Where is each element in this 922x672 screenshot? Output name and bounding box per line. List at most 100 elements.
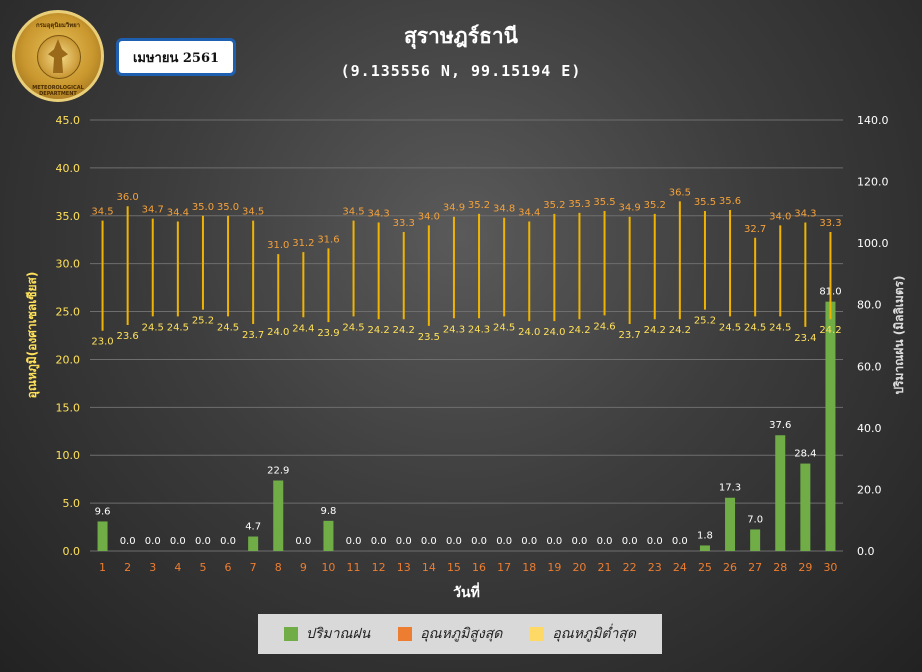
- x-tick-label: 20: [572, 561, 586, 574]
- tmax-value-label: 35.3: [568, 199, 590, 210]
- tmax-value-label: 34.4: [167, 208, 189, 219]
- rain-bar: [273, 480, 284, 551]
- tmin-value-label: 24.5: [217, 322, 239, 333]
- x-tick-label: 10: [321, 561, 335, 574]
- x-tick-label: 18: [522, 561, 536, 574]
- tmin-value-label: 23.9: [317, 328, 339, 339]
- rain-value-label: 22.9: [267, 466, 289, 477]
- tmax-value-label: 35.6: [719, 196, 741, 207]
- x-tick-label: 29: [798, 561, 812, 574]
- y-left-tick-label: 15.0: [56, 401, 81, 414]
- y-left-tick-label: 30.0: [56, 258, 81, 271]
- tmin-value-label: 24.4: [292, 323, 314, 334]
- tmax-value-label: 35.2: [468, 200, 490, 211]
- tmin-value-label: 25.2: [192, 316, 214, 327]
- tmin-value-label: 23.4: [794, 333, 816, 344]
- x-tick-label: 23: [648, 561, 662, 574]
- tmax-value-label: 33.3: [819, 218, 841, 229]
- tmax-value-label: 31.0: [267, 240, 289, 251]
- rain-bar: [323, 520, 334, 551]
- rain-value-label: 17.3: [719, 483, 741, 494]
- tmax-value-label: 34.0: [769, 211, 791, 222]
- rain-bar: [699, 545, 710, 551]
- x-tick-label: 30: [823, 561, 837, 574]
- y-left-tick-label: 40.0: [56, 162, 81, 175]
- rain-value-label: 0.0: [145, 536, 161, 547]
- legend-label-rain: ปริมาณฝน: [305, 626, 371, 642]
- legend-label-tmin: อุณหภูมิต่ำสุด: [552, 626, 637, 642]
- legend-item-rain: ปริมาณฝน: [283, 623, 371, 645]
- tmin-value-label: 23.7: [619, 330, 641, 341]
- y-right-tick-label: 120.0: [857, 176, 889, 189]
- tmax-value-label: 34.9: [443, 203, 465, 214]
- y-left-axis-title: อุณหภูมิ(องศาเซลเซียส): [25, 272, 40, 399]
- rain-value-label: 0.0: [346, 536, 362, 547]
- x-tick-label: 22: [623, 561, 637, 574]
- tmin-value-label: 24.2: [368, 325, 390, 336]
- legend-swatch-tmin: [530, 627, 545, 641]
- tmax-value-label: 32.7: [744, 224, 766, 235]
- rain-value-label: 0.0: [371, 536, 387, 547]
- x-tick-label: 6: [225, 561, 232, 574]
- tmin-value-label: 24.5: [342, 322, 364, 333]
- rain-bar: [825, 301, 836, 551]
- x-tick-label: 19: [547, 561, 561, 574]
- y-right-tick-label: 80.0: [857, 299, 882, 312]
- tmin-value-label: 24.2: [669, 325, 691, 336]
- tmin-value-label: 24.5: [167, 322, 189, 333]
- x-tick-label: 1: [99, 561, 106, 574]
- tmax-value-label: 34.3: [794, 208, 816, 219]
- legend-swatch-tmax: [398, 627, 413, 641]
- rain-value-label: 0.0: [396, 536, 412, 547]
- x-tick-label: 25: [698, 561, 712, 574]
- tmax-value-label: 35.0: [192, 202, 214, 213]
- legend: ปริมาณฝน อุณหภูมิสูงสุด อุณหภูมิต่ำสุด: [258, 614, 662, 654]
- rain-bar: [800, 463, 811, 551]
- y-left-tick-label: 5.0: [63, 497, 81, 510]
- x-tick-label: 21: [598, 561, 612, 574]
- tmax-value-label: 36.5: [669, 187, 691, 198]
- tmax-value-label: 34.9: [619, 203, 641, 214]
- tmin-value-label: 25.2: [694, 316, 716, 327]
- legend-item-tmax: อุณหภูมิสูงสุด: [398, 623, 502, 645]
- y-right-tick-label: 100.0: [857, 237, 889, 250]
- tmd-logo: กรมอุตุนิยมวิทยา METEOROLOGICAL DEPARTME…: [12, 10, 104, 102]
- y-left-tick-label: 25.0: [56, 306, 81, 319]
- rain-bar: [97, 521, 108, 551]
- x-tick-label: 5: [199, 561, 206, 574]
- rain-bar: [775, 435, 786, 551]
- tmin-value-label: 24.5: [493, 322, 515, 333]
- rain-value-label: 0.0: [597, 536, 613, 547]
- combo-chart: 0.05.010.015.020.025.030.035.040.045.00.…: [25, 114, 906, 601]
- rain-value-label: 0.0: [471, 536, 487, 547]
- x-tick-label: 4: [174, 561, 181, 574]
- x-axis-title: วันที่: [453, 582, 480, 601]
- tmin-value-label: 24.5: [744, 322, 766, 333]
- rain-value-label: 0.0: [421, 536, 437, 547]
- x-tick-label: 15: [447, 561, 461, 574]
- y-left-tick-label: 0.0: [63, 545, 81, 558]
- x-tick-label: 8: [275, 561, 282, 574]
- rain-value-label: 0.0: [496, 536, 512, 547]
- tmax-value-label: 34.5: [242, 207, 264, 218]
- rain-value-label: 0.0: [546, 536, 562, 547]
- chart-subtitle: (9.135556 N, 99.15194 E): [340, 62, 582, 80]
- tmax-value-label: 35.5: [593, 197, 615, 208]
- tmax-value-label: 34.7: [142, 205, 164, 216]
- rain-value-label: 0.0: [647, 536, 663, 547]
- rain-value-label: 9.6: [95, 506, 111, 517]
- tmin-value-label: 24.5: [142, 322, 164, 333]
- rain-value-label: 9.8: [320, 506, 336, 517]
- x-tick-label: 2: [124, 561, 131, 574]
- tmax-value-label: 36.0: [117, 192, 139, 203]
- x-tick-label: 24: [673, 561, 687, 574]
- x-tick-label: 26: [723, 561, 737, 574]
- tmax-value-label: 33.3: [393, 218, 415, 229]
- tmin-value-label: 24.3: [443, 324, 465, 335]
- tmin-value-label: 24.0: [543, 327, 565, 338]
- y-left-tick-label: 35.0: [56, 210, 81, 223]
- y-right-tick-label: 140.0: [857, 114, 889, 127]
- y-right-tick-label: 20.0: [857, 483, 882, 496]
- x-tick-label: 13: [397, 561, 411, 574]
